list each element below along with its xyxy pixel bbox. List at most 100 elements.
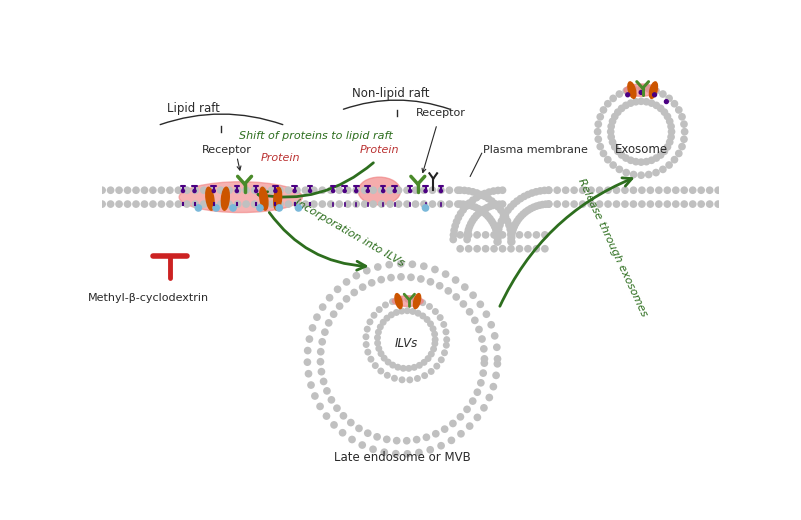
Circle shape [622, 101, 630, 109]
Circle shape [99, 200, 106, 208]
Circle shape [545, 200, 553, 208]
Circle shape [464, 229, 472, 237]
Circle shape [490, 231, 498, 239]
Circle shape [437, 442, 445, 450]
Circle shape [646, 200, 654, 208]
Circle shape [387, 274, 395, 281]
Circle shape [295, 204, 302, 212]
Circle shape [316, 358, 324, 366]
Circle shape [317, 368, 325, 375]
Circle shape [507, 203, 514, 211]
Circle shape [445, 287, 452, 295]
Circle shape [541, 245, 549, 253]
Circle shape [497, 217, 505, 225]
Circle shape [499, 245, 506, 253]
Circle shape [663, 186, 671, 194]
Circle shape [404, 307, 411, 314]
Circle shape [441, 425, 449, 433]
Text: Receptor: Receptor [416, 108, 466, 118]
Circle shape [541, 200, 549, 208]
Circle shape [412, 297, 419, 304]
Circle shape [440, 189, 442, 192]
Circle shape [666, 138, 674, 146]
Circle shape [363, 333, 369, 340]
Circle shape [493, 238, 501, 245]
Circle shape [500, 210, 507, 217]
Circle shape [513, 197, 521, 205]
Circle shape [680, 120, 688, 128]
Circle shape [363, 341, 369, 348]
Circle shape [470, 214, 478, 222]
Circle shape [332, 189, 335, 192]
Circle shape [313, 314, 321, 321]
Circle shape [421, 186, 428, 194]
Circle shape [537, 187, 544, 195]
Circle shape [310, 200, 318, 208]
Text: Shift of proteins to lipid raft: Shift of proteins to lipid raft [239, 132, 393, 141]
Circle shape [403, 186, 411, 194]
Circle shape [225, 200, 233, 208]
Ellipse shape [221, 187, 229, 210]
Circle shape [473, 189, 481, 197]
Circle shape [242, 200, 250, 208]
Circle shape [698, 186, 705, 194]
Circle shape [225, 186, 233, 194]
Circle shape [626, 93, 630, 97]
Circle shape [579, 186, 586, 194]
Circle shape [533, 231, 540, 239]
Circle shape [507, 229, 515, 237]
Circle shape [330, 421, 338, 429]
Circle shape [235, 189, 239, 192]
Circle shape [500, 213, 507, 221]
Circle shape [492, 226, 500, 233]
Circle shape [429, 200, 437, 208]
Circle shape [268, 200, 276, 208]
Circle shape [480, 205, 488, 213]
Circle shape [409, 261, 417, 268]
Circle shape [301, 186, 309, 194]
Circle shape [493, 233, 501, 241]
Circle shape [182, 189, 184, 192]
Circle shape [667, 123, 675, 131]
Circle shape [445, 186, 453, 194]
Circle shape [666, 95, 673, 102]
Circle shape [504, 206, 512, 214]
Circle shape [406, 376, 413, 383]
Circle shape [99, 186, 106, 194]
Circle shape [392, 437, 400, 445]
Circle shape [396, 296, 404, 303]
Circle shape [507, 235, 515, 242]
Circle shape [494, 235, 501, 242]
Circle shape [320, 378, 328, 385]
Circle shape [478, 335, 486, 343]
Circle shape [256, 204, 264, 212]
Circle shape [415, 310, 421, 317]
Circle shape [429, 186, 437, 194]
Circle shape [611, 143, 618, 151]
Circle shape [507, 231, 515, 239]
Circle shape [504, 217, 511, 225]
Text: Release through exosomes: Release through exosomes [576, 177, 649, 318]
Circle shape [175, 186, 182, 194]
Circle shape [465, 187, 473, 195]
Circle shape [166, 200, 174, 208]
Circle shape [380, 319, 387, 326]
Circle shape [613, 186, 620, 194]
Circle shape [195, 204, 202, 212]
Circle shape [412, 200, 420, 208]
Circle shape [512, 220, 519, 228]
Circle shape [519, 210, 527, 218]
Circle shape [382, 302, 389, 308]
Circle shape [469, 291, 477, 299]
Circle shape [409, 308, 417, 315]
Circle shape [454, 186, 461, 194]
Circle shape [367, 318, 373, 326]
Circle shape [454, 214, 462, 222]
Ellipse shape [358, 177, 400, 205]
Circle shape [463, 236, 471, 243]
Circle shape [465, 245, 473, 253]
Circle shape [477, 207, 485, 215]
Circle shape [493, 232, 501, 239]
Circle shape [319, 186, 326, 194]
Circle shape [374, 334, 381, 341]
